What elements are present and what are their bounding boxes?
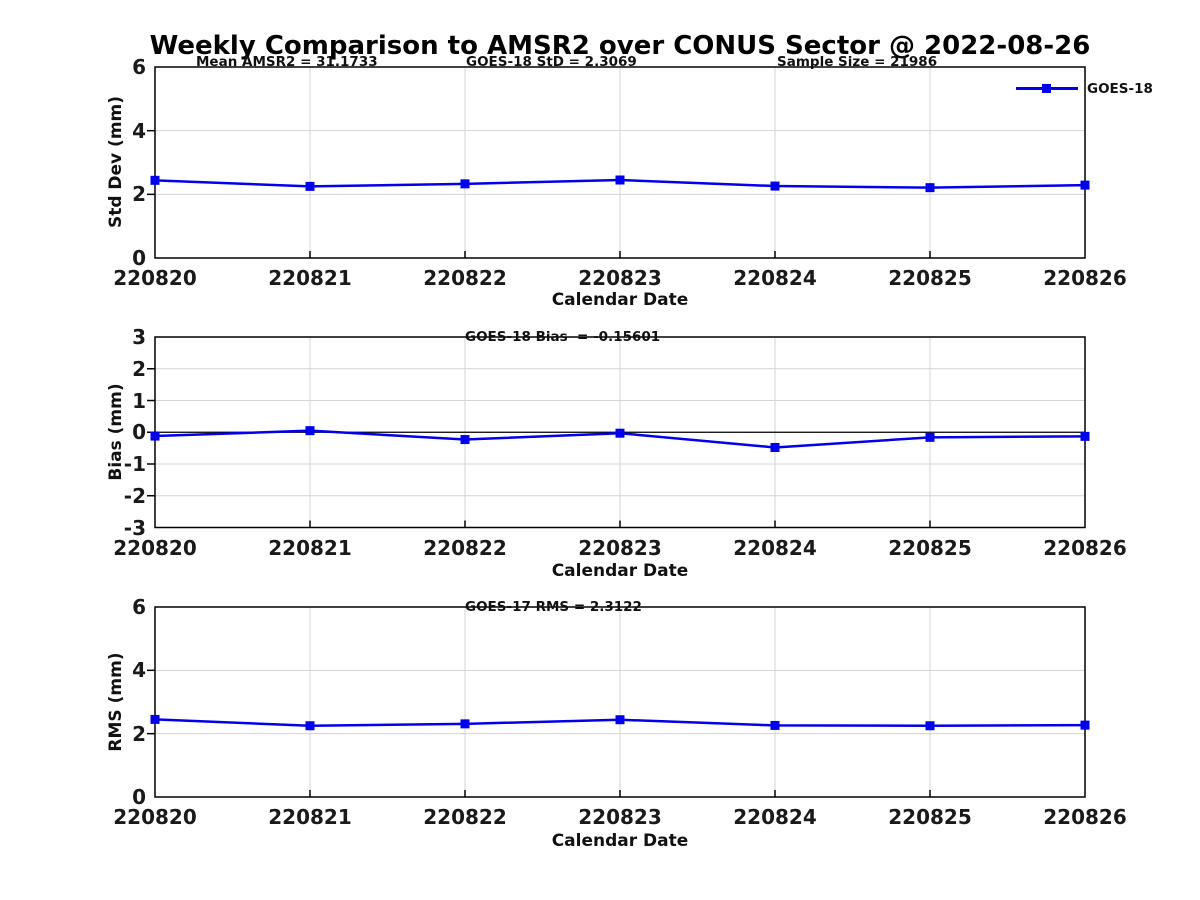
figure-title: Weekly Comparison to AMSR2 over CONUS Se… [149, 31, 1091, 61]
y-tick-label: -3 [123, 515, 146, 540]
data-point-marker [615, 175, 625, 185]
x-tick-label: 220823 [578, 266, 662, 290]
annotation-goes18-std: GOES-18 StD = 2.3069 [466, 54, 637, 70]
x-tick-label: 220826 [1043, 535, 1127, 560]
legend-marker-sample [1042, 84, 1051, 93]
data-point-marker [1080, 180, 1090, 190]
x-tick-label: 220824 [733, 266, 817, 290]
x-tick-label: 220821 [268, 266, 352, 290]
data-point-marker [460, 435, 470, 445]
y-tick-label: 0 [132, 420, 146, 445]
y-tick-label: 1 [132, 388, 146, 413]
y-tick-label: 2 [132, 356, 146, 381]
x-tick-label: 220823 [578, 805, 662, 829]
x-tick-label: 220821 [268, 805, 352, 829]
data-point-marker [925, 183, 935, 193]
y-tick-label: 0 [132, 246, 146, 270]
data-point-marker [615, 428, 625, 438]
x-tick-label: 220822 [423, 535, 507, 560]
data-point-marker [460, 179, 470, 189]
stddev-x-axis-label: Calendar Date [551, 290, 689, 310]
data-point-marker [1080, 431, 1090, 441]
data-point-marker [770, 442, 780, 452]
x-tick-label: 220825 [888, 805, 972, 829]
y-tick-label: 3 [132, 325, 146, 349]
legend-label: GOES-18 [1087, 81, 1153, 97]
y-tick-label: -2 [123, 483, 146, 508]
annotation-sample-size: Sample Size = 21986 [777, 54, 938, 70]
data-point-marker [150, 175, 160, 185]
y-tick-label: 6 [132, 595, 146, 619]
bias-x-axis-label: Calendar Date [551, 561, 689, 581]
x-tick-label: 220820 [113, 805, 197, 829]
y-tick-label: 0 [132, 785, 146, 809]
y-tick-label: 6 [132, 55, 146, 79]
data-point-marker [150, 431, 160, 441]
x-tick-label: 220825 [888, 266, 972, 290]
x-tick-label: 220826 [1043, 805, 1127, 829]
x-tick-label: 220823 [578, 535, 662, 560]
data-point-marker [925, 721, 935, 731]
y-tick-label: 2 [132, 721, 146, 746]
data-point-marker [615, 715, 625, 725]
data-point-marker [770, 181, 780, 191]
data-point-marker [305, 426, 315, 436]
data-point-marker [305, 721, 315, 731]
x-tick-label: 220826 [1043, 266, 1127, 290]
data-point-marker [925, 432, 935, 442]
x-tick-label: 220825 [888, 535, 972, 560]
y-tick-label: 4 [132, 118, 146, 143]
x-tick-label: 220820 [113, 535, 197, 560]
stddev-y-axis-label: Std Dev (mm) [106, 95, 126, 229]
y-tick-label: -1 [123, 452, 146, 476]
x-tick-label: 220824 [733, 535, 817, 560]
annotation-goes17-rms: GOES-17 RMS = 2.3122 [465, 599, 642, 615]
annotation-goes18-bias: GOES-18 Bias = -0.15601 [465, 329, 661, 345]
data-point-marker [305, 181, 315, 191]
y-tick-label: 2 [132, 182, 146, 207]
x-tick-label: 220822 [423, 805, 507, 829]
annotation-mean-amsr2: Mean AMSR2 = 31.1733 [196, 54, 378, 70]
x-tick-label: 220820 [113, 266, 197, 290]
x-tick-label: 220821 [268, 535, 352, 560]
data-point-marker [150, 714, 160, 724]
data-point-marker [1080, 720, 1090, 730]
data-point-marker [460, 719, 470, 729]
x-tick-label: 220824 [733, 805, 817, 829]
data-point-marker [770, 720, 780, 730]
y-tick-label: 4 [132, 658, 146, 683]
x-tick-label: 220822 [423, 266, 507, 290]
rms-x-axis-label: Calendar Date [551, 831, 689, 851]
